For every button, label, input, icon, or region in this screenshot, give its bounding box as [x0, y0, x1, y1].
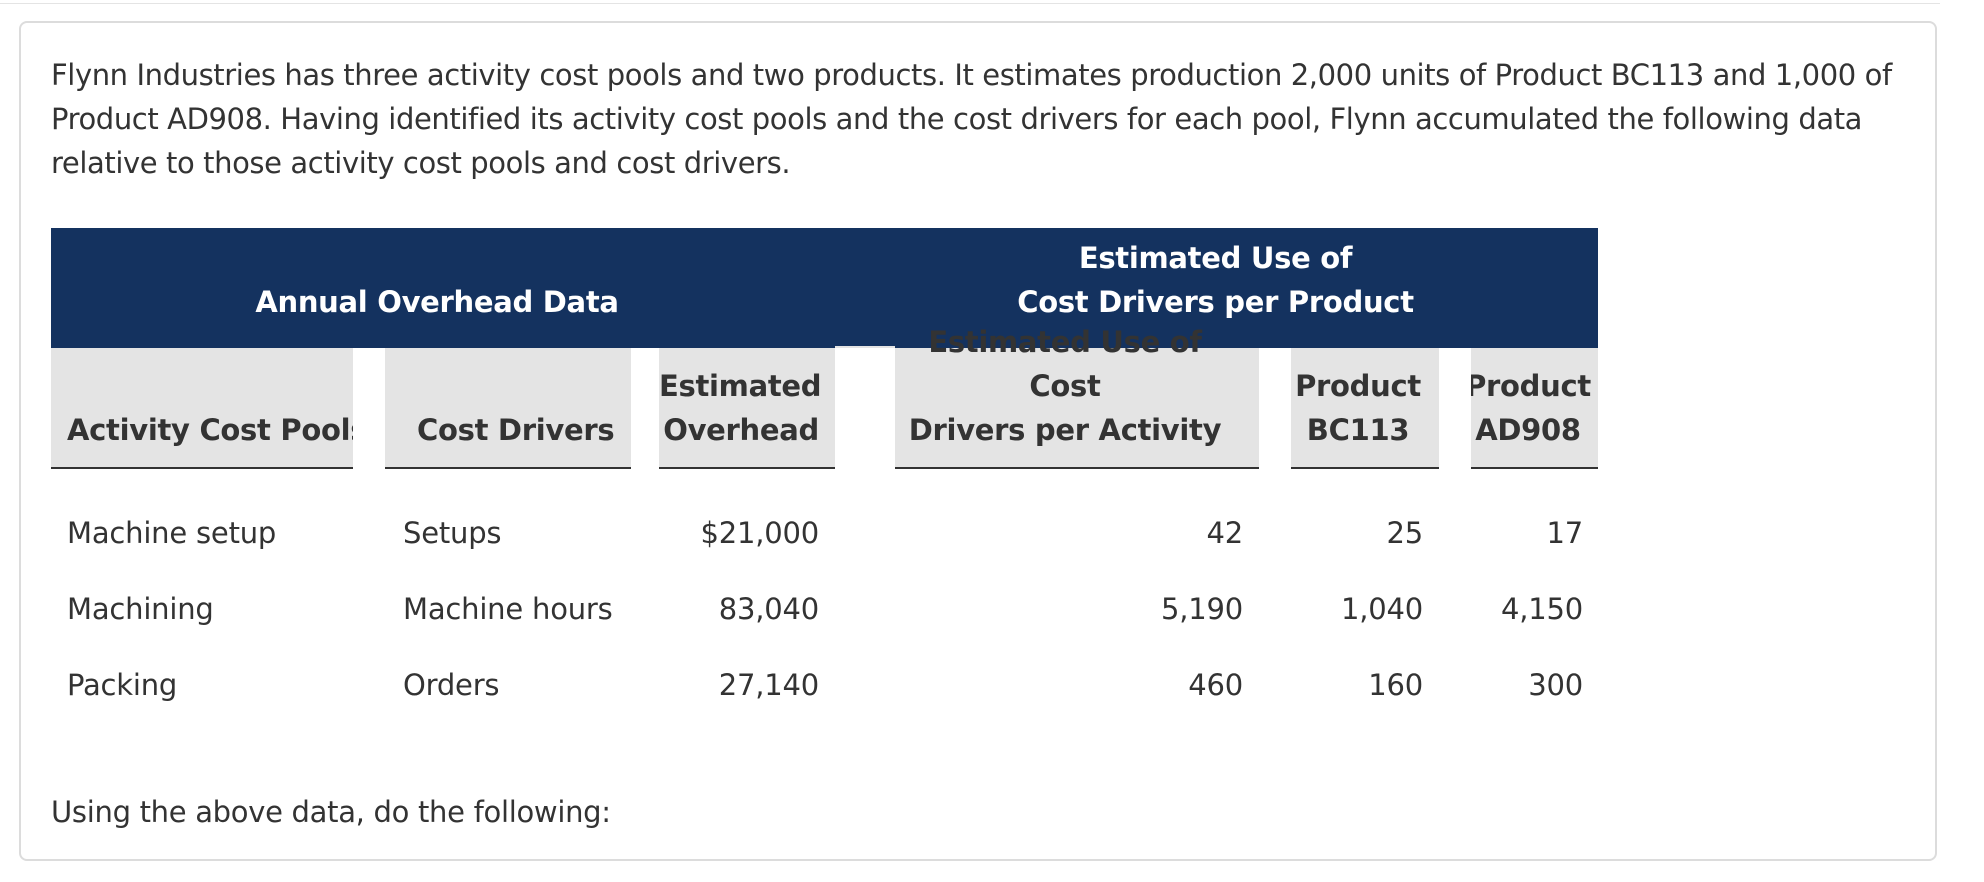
overhead-data-table: Annual Overhead Data Estimated Use of Co… — [51, 228, 1598, 702]
cell-ad908: 4,150 — [1500, 592, 1583, 626]
cell-overhead: $21,000 — [700, 516, 819, 550]
cell-activity-use: 460 — [1188, 668, 1243, 702]
col-header-estimated-overhead-line1: Estimated — [659, 369, 822, 403]
header-underline — [51, 467, 353, 469]
header-gap — [1439, 348, 1471, 468]
table-body-bg — [51, 468, 1598, 608]
group-header-right-line1: Estimated Use of — [1078, 241, 1353, 275]
cell-bc113: 25 — [1386, 516, 1423, 550]
col-header-bc113-line2: BC113 — [1306, 413, 1410, 447]
cell-ad908: 300 — [1528, 668, 1583, 702]
col-header-bc113-line1: Product — [1295, 369, 1421, 403]
cell-driver: Orders — [403, 668, 500, 702]
cell-driver: Setups — [403, 516, 502, 550]
cell-activity-use: 5,190 — [1160, 592, 1243, 626]
cell-driver: Machine hours — [403, 592, 613, 626]
cell-pool: Packing — [67, 668, 178, 702]
col-header-cost-drivers: Cost Drivers — [417, 413, 615, 447]
header-underline — [1471, 467, 1598, 469]
header-gap — [1259, 348, 1291, 468]
column-header-row: Activity Cost Pools Cost Drivers Estimat… — [51, 325, 1598, 468]
cell-pool: Machine setup — [67, 516, 277, 550]
col-header-estimated-overhead-line2: Overhead — [663, 413, 819, 447]
cell-overhead: 27,140 — [718, 668, 819, 702]
header-divider-notch — [835, 346, 895, 349]
instruction-text: Using the above data, do the following: — [51, 795, 611, 829]
cell-ad908: 17 — [1546, 516, 1583, 550]
header-underline — [895, 467, 1259, 469]
header-underline — [659, 467, 835, 469]
col-header-ad908-line2: AD908 — [1475, 413, 1581, 447]
cell-bc113: 1,040 — [1340, 592, 1423, 626]
group-header-right-line2: Cost Drivers per Product — [1017, 285, 1414, 319]
group-header-annual-overhead: Annual Overhead Data — [51, 228, 833, 348]
cell-pool: Machining — [67, 592, 214, 626]
header-underline — [1291, 467, 1439, 469]
cell-bc113: 160 — [1368, 668, 1423, 702]
col-header-activity-use-line2: Drivers per Activity — [908, 413, 1222, 447]
header-gap — [631, 348, 659, 468]
question-card: Flynn Industries has three activity cost… — [19, 21, 1937, 861]
col-header-ad908-line1: Product — [1465, 369, 1591, 403]
col-header-activity-cost-pools: Activity Cost Pools — [67, 413, 368, 447]
top-divider — [0, 0, 1940, 4]
header-underline — [385, 467, 631, 469]
col-header-activity-use-line1: Estimated Use of Cost — [928, 325, 1202, 403]
group-header-estimated-use: Estimated Use of Cost Drivers per Produc… — [833, 228, 1598, 348]
cell-activity-use: 42 — [1206, 516, 1243, 550]
group-header-left-label: Annual Overhead Data — [255, 285, 619, 319]
cell-overhead: 83,040 — [718, 592, 819, 626]
problem-statement: Flynn Industries has three activity cost… — [51, 58, 1892, 180]
header-gap — [835, 348, 895, 468]
header-gap — [353, 348, 385, 468]
